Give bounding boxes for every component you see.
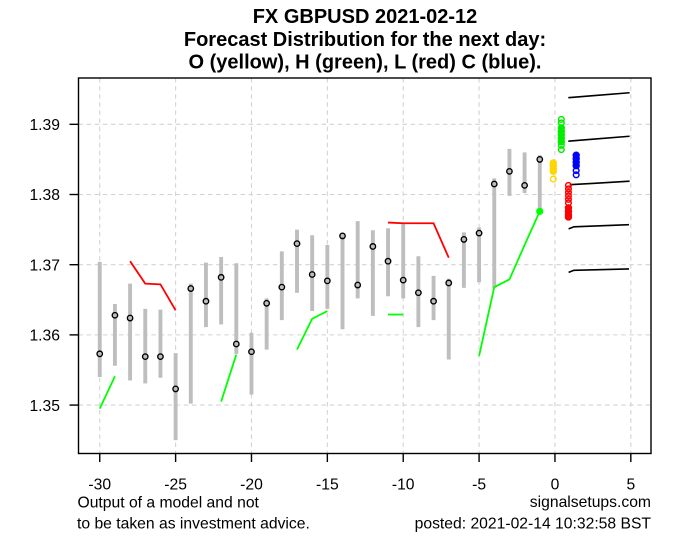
y-tick-label: 1.39 <box>29 117 60 134</box>
forecast-circle-open-open <box>549 175 557 183</box>
signal-line-up <box>296 310 328 351</box>
close-marker <box>157 353 164 361</box>
website-credit: signalsetups.com <box>530 494 651 511</box>
y-tick-label: 1.38 <box>29 187 60 204</box>
disclaimer-line1: Output of a model and not <box>78 494 260 511</box>
signal-line-up <box>220 354 238 402</box>
close-marker <box>202 297 210 305</box>
close-marker <box>141 353 149 361</box>
forecast-cluster-low <box>564 181 573 221</box>
forecast-quantile-line <box>568 91 630 99</box>
x-tick-label: 0 <box>551 477 560 494</box>
forecast-circle-filled-low <box>564 213 573 221</box>
close-marker <box>187 285 195 292</box>
y-tick-label: 1.37 <box>29 257 60 274</box>
signal-line-down <box>129 260 177 311</box>
close-marker <box>460 236 468 243</box>
x-tick-label: -25 <box>164 477 187 494</box>
close-marker <box>521 181 529 189</box>
close-marker <box>445 279 453 287</box>
close-marker <box>414 289 422 297</box>
close-marker <box>126 314 134 322</box>
forecast-circle-open-high <box>557 119 565 127</box>
forecast-circle-open-low <box>564 181 573 189</box>
close-marker <box>323 277 331 285</box>
signal-line-up <box>478 210 541 357</box>
last-close-dot <box>536 207 544 215</box>
close-marker <box>111 311 119 319</box>
chart-title-line1: FX GBPUSD 2021-02-12 <box>253 6 478 28</box>
x-tick-label: -10 <box>392 477 415 494</box>
close-marker <box>339 232 346 240</box>
close-marker <box>217 273 225 281</box>
close-marker <box>384 257 392 265</box>
signal-line-up <box>98 375 116 409</box>
x-tick-label: -15 <box>316 477 339 494</box>
forecast-quantile-line <box>568 135 630 142</box>
forecast-circle-open-low <box>564 188 573 196</box>
close-marker <box>172 385 180 393</box>
x-tick-label: 5 <box>626 477 635 494</box>
forecast-quantile-line <box>569 180 630 186</box>
x-tick-label: -30 <box>88 477 111 494</box>
forecast-circle-open-low <box>564 195 573 203</box>
close-marker <box>308 271 316 278</box>
forecast-circle-filled-close <box>572 162 580 170</box>
plot-box <box>77 77 652 455</box>
close-marker <box>232 340 240 348</box>
close-marker <box>263 299 271 307</box>
close-marker <box>399 276 407 284</box>
close-marker <box>248 348 255 356</box>
signal-line-down <box>387 221 450 259</box>
forecast-cluster-high <box>557 115 566 154</box>
data-layer <box>96 91 630 441</box>
axis-layer: -30 -25 -20 -15 -10 -5 0 5 1.35 1.36 1.37 1.38 1.39 <box>29 77 652 494</box>
close-marker <box>490 180 498 188</box>
close-marker <box>536 156 544 163</box>
posted-timestamp: posted: 2021-02-14 10:32:58 BST <box>415 515 652 532</box>
x-tick-label: -5 <box>472 477 486 494</box>
forecast-cluster-close <box>572 151 580 179</box>
y-tick-label: 1.36 <box>29 328 60 345</box>
forecast-circle-open-close <box>572 171 580 179</box>
forecast-circle-open-low <box>564 199 573 207</box>
forecast-circle-open-high <box>557 115 565 123</box>
disclaimer-line2: to be taken as investment advice. <box>77 515 310 532</box>
close-marker <box>354 281 362 289</box>
close-marker <box>278 283 286 291</box>
y-tick-label: 1.35 <box>29 398 60 415</box>
chart-title-line2: Forecast Distribution for the next day: <box>184 29 546 51</box>
close-marker <box>475 229 483 237</box>
forecast-circle-open-close <box>572 167 580 175</box>
close-marker <box>506 167 513 175</box>
close-marker <box>369 243 377 250</box>
forecast-quantile-line <box>568 223 630 230</box>
forecast-circle-open-low <box>564 185 573 193</box>
forecast-cluster-open <box>549 159 557 183</box>
forecast-circle-filled-open <box>549 167 557 176</box>
x-tick-label: -20 <box>240 477 263 494</box>
chart-title-line3: O (yellow), H (green), L (red) C (blue). <box>189 52 542 74</box>
close-marker <box>430 297 437 305</box>
forecast-circle-open-high <box>557 146 565 154</box>
forecast-circle-open-high <box>557 141 565 149</box>
close-marker <box>293 240 301 248</box>
forecast-circle-open-low <box>564 192 573 200</box>
close-marker <box>96 350 104 358</box>
forecast-quantile-line <box>568 268 630 274</box>
